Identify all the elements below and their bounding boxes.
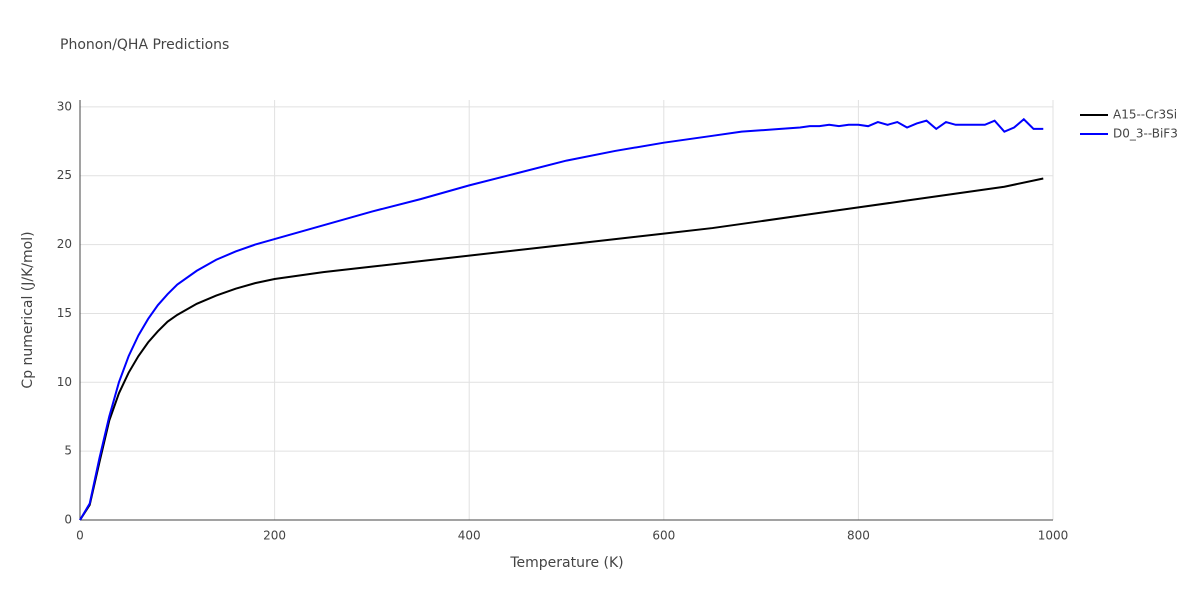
y-tick-label: 5 [64, 444, 72, 458]
legend-label: D0_3--BiF3 [1113, 127, 1178, 141]
chart-title: Phonon/QHA Predictions [60, 37, 229, 53]
series-line [79, 117, 1044, 521]
x-tick-label: 800 [847, 529, 870, 543]
y-tick-label: 20 [57, 237, 72, 251]
x-tick-label: 1000 [1038, 529, 1069, 543]
y-tick-label: 10 [57, 375, 72, 389]
x-axis-label: Temperature (K) [509, 555, 623, 571]
y-axis-label: Cp numerical (J/K/mol) [20, 231, 36, 388]
x-tick-label: 0 [76, 529, 84, 543]
y-tick-label: 15 [57, 306, 72, 320]
legend-label: A15--Cr3Si [1113, 108, 1177, 122]
series-line [79, 177, 1044, 521]
y-tick-label: 0 [64, 513, 72, 527]
x-tick-label: 400 [458, 529, 481, 543]
y-tick-label: 25 [57, 168, 72, 182]
x-tick-label: 200 [263, 529, 286, 543]
x-tick-label: 600 [652, 529, 675, 543]
y-tick-label: 30 [57, 99, 72, 113]
